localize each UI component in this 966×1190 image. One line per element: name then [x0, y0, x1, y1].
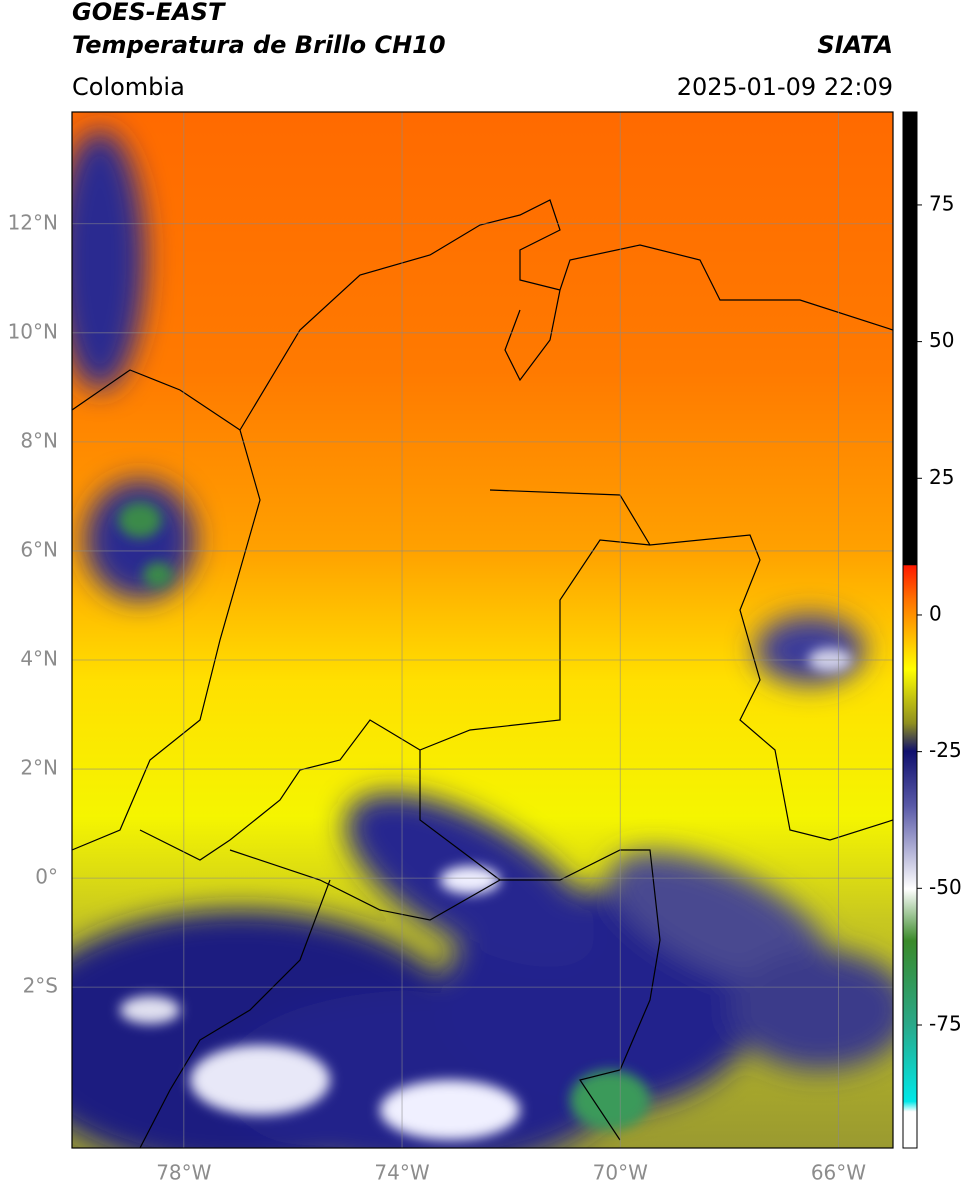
colorbar-tick-label: 0	[929, 601, 942, 625]
lon-tick-label: 70°W	[593, 1161, 648, 1185]
lon-tick-label: 74°W	[374, 1161, 429, 1185]
colorbar-tick-label: -50	[929, 875, 962, 899]
title-line2: Temperatura de Brillo CH10	[72, 31, 446, 59]
lat-tick-label: 0°	[35, 865, 58, 889]
lat-tick-label: 12°N	[8, 210, 58, 234]
grid	[72, 112, 893, 1148]
lat-tick-label: 8°N	[20, 428, 58, 452]
lon-tick-label: 78°W	[156, 1161, 211, 1185]
region: Colombia	[72, 73, 185, 101]
map-image	[72, 112, 893, 1148]
colorbar-tick-label: 50	[929, 328, 954, 352]
colorbar-tick-label: -25	[929, 738, 962, 762]
lat-tick-label: 2°S	[23, 974, 58, 998]
lat-tick-label: 4°N	[20, 646, 58, 670]
datetime: 2025-01-09 22:09	[677, 73, 893, 101]
colorbar-tick-label: 75	[929, 191, 954, 215]
map-frame	[71, 111, 894, 1149]
lat-tick-label: 2°N	[20, 756, 58, 780]
lat-tick-label: 10°N	[8, 319, 58, 343]
lat-tick-label: 6°N	[20, 537, 58, 561]
colorbar	[902, 111, 918, 1149]
title-line1: GOES-EAST	[72, 0, 226, 26]
source: SIATA	[817, 31, 893, 59]
lon-tick-label: 66°W	[811, 1161, 866, 1185]
colorbar-tick-label: 25	[929, 465, 954, 489]
colorbar-tick-label: -75	[929, 1011, 962, 1035]
